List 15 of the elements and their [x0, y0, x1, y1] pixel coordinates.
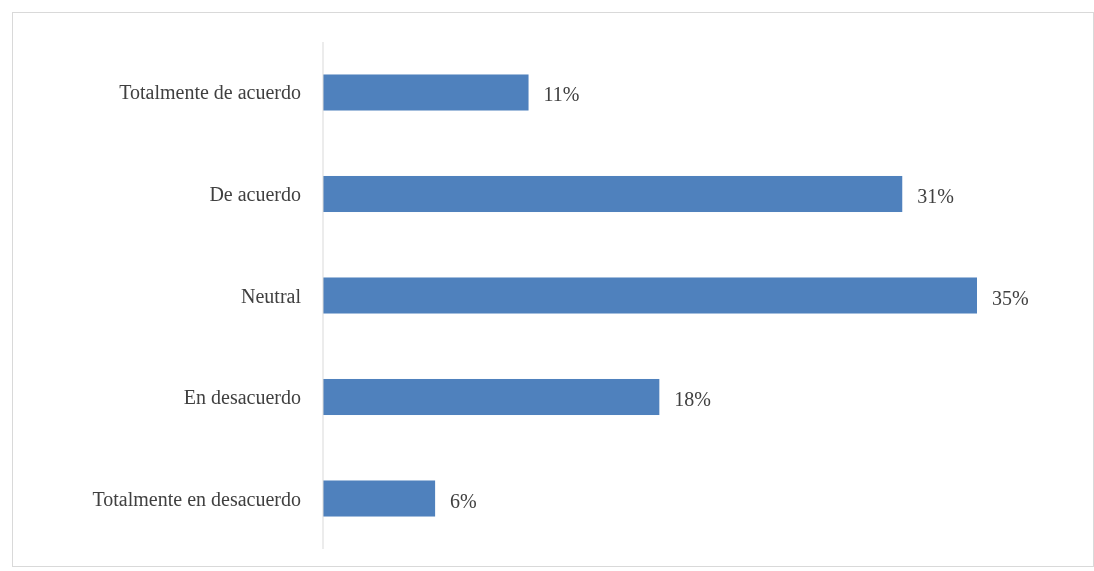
data-label: 18%: [674, 388, 712, 410]
bar: [323, 74, 529, 111]
y-tick-label: De acuerdo: [209, 183, 301, 205]
data-label: 35%: [992, 286, 1029, 309]
y-tick-label: Neutral: [241, 284, 302, 307]
bar: [323, 175, 903, 213]
bar: [323, 378, 660, 416]
y-tick-label: Totalmente de acuerdo: [119, 81, 301, 104]
y-tick-label: Totalmente en desacuerdo: [92, 487, 301, 510]
bar: [323, 277, 977, 314]
data-label: 11%: [543, 83, 580, 106]
bar: [323, 480, 436, 517]
data-label: 6%: [450, 489, 477, 512]
y-tick-label: En desacuerdo: [183, 386, 301, 408]
data-label: 31%: [917, 185, 954, 207]
